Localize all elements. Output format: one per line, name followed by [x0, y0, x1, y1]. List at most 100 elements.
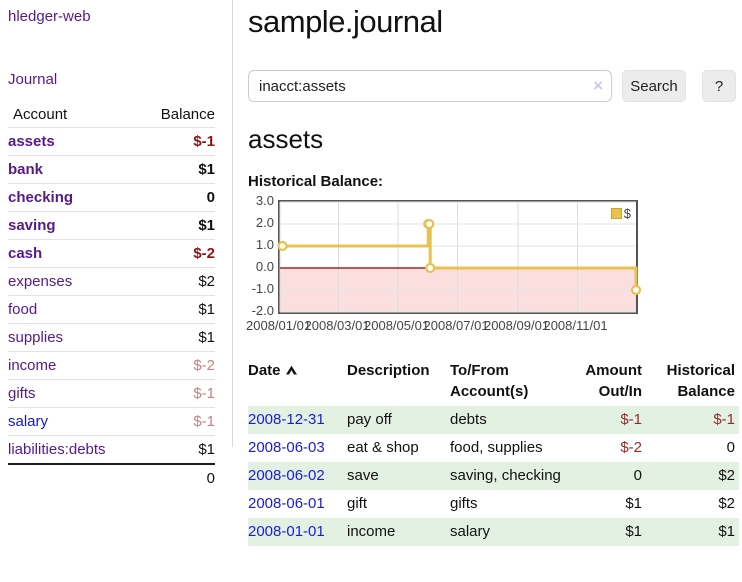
- account-link-bank[interactable]: bank: [8, 161, 44, 178]
- account-row: salary $-1: [8, 407, 215, 436]
- account-row: cash $-2: [8, 239, 215, 268]
- accounts-column-header: To/From Account(s): [450, 362, 529, 400]
- account-row: expenses $2: [8, 267, 215, 296]
- transaction-balance: $-1: [713, 411, 735, 428]
- account-heading: assets: [248, 124, 324, 154]
- account-link-assets[interactable]: assets: [8, 133, 55, 150]
- account-link-liabilities-debts[interactable]: liabilities:debts: [8, 441, 106, 458]
- transaction-description: eat & shop: [347, 439, 419, 456]
- account-row: saving $1: [8, 211, 215, 240]
- account-row: income $-2: [8, 351, 215, 380]
- transaction-accounts: food, supplies: [450, 439, 543, 456]
- account-balance: $-1: [141, 407, 215, 436]
- legend-swatch-icon: [610, 208, 622, 219]
- register-row: 2008-06-01 gift gifts $1 $2: [248, 490, 739, 518]
- transaction-description: pay off: [347, 411, 392, 428]
- x-axis-tick-label: 2008/05/01: [364, 318, 430, 333]
- y-axis-tick-label: 3.0: [255, 193, 274, 208]
- account-balance: $1: [141, 155, 215, 184]
- account-balance: $-1: [141, 127, 215, 156]
- transaction-description: gift: [347, 495, 368, 512]
- chart-legend: $: [609, 206, 632, 221]
- account-row: supplies $1: [8, 323, 215, 352]
- transaction-description: save: [347, 467, 379, 484]
- account-balance: $-2: [141, 239, 215, 268]
- balance-chart: $ 3.0 2.0 1.0 0.0 -1.0 -2.0 2008/01/01 2008/03…: [246, 193, 668, 340]
- account-link-cash[interactable]: cash: [8, 245, 43, 262]
- transaction-balance: $2: [718, 467, 735, 484]
- transaction-date-link[interactable]: 2008-01-01: [248, 523, 325, 540]
- historical-balance-label: Historical Balance:: [248, 173, 384, 190]
- main-content: sample.journal × Search ? assets Histori…: [246, 0, 739, 546]
- description-column-header: Description: [347, 362, 430, 379]
- x-axis-tick-label: 2008/11/01: [543, 318, 608, 333]
- transaction-balance: $1: [718, 523, 735, 540]
- transaction-date-link[interactable]: 2008-12-31: [248, 411, 325, 428]
- register-row: 2008-12-31 pay off debts $-1 $-1: [248, 406, 739, 434]
- account-row: liabilities:debts $1: [8, 435, 215, 464]
- brand-link[interactable]: hledger-web: [8, 8, 91, 25]
- y-axis-tick-label: -1.0: [251, 281, 274, 296]
- sidebar-item-journal[interactable]: Journal: [8, 71, 58, 88]
- search-button[interactable]: Search: [622, 70, 686, 102]
- account-link-income[interactable]: income: [8, 357, 57, 374]
- balance-column-header: Balance: [160, 106, 215, 123]
- account-row: assets $-1: [8, 127, 215, 156]
- account-link-food[interactable]: food: [8, 301, 38, 318]
- account-column-header: Account: [13, 106, 68, 123]
- account-balance: $2: [141, 267, 215, 296]
- transaction-amount: 0: [633, 467, 642, 484]
- y-axis-tick-label: 0.0: [255, 259, 274, 274]
- clear-search-icon[interactable]: ×: [593, 76, 603, 95]
- x-axis-tick-label: 2008/01/01: [246, 318, 312, 333]
- account-row: food $1: [8, 295, 215, 324]
- account-row: gifts $-1: [8, 379, 215, 408]
- chart-canvas: [277, 201, 642, 313]
- total-row: 0: [8, 463, 215, 492]
- account-balance-table: Account Balance assets $-1 bank $1 checking 0…: [8, 104, 215, 492]
- transaction-amount: $1: [625, 495, 642, 512]
- transaction-date-link[interactable]: 2008-06-02: [248, 467, 325, 484]
- x-axis-tick-label: 2008/03/01: [304, 318, 370, 333]
- account-link-saving[interactable]: saving: [8, 217, 56, 234]
- account-link-checking[interactable]: checking: [8, 189, 74, 206]
- account-balance: $1: [141, 295, 215, 324]
- register-row: 2008-06-02 save saving, checking 0 $2: [248, 462, 739, 490]
- register-table: Date Description To/From Account(s) Amou…: [248, 360, 739, 546]
- transaction-description: income: [347, 523, 396, 540]
- account-balance: 0: [141, 183, 215, 212]
- y-axis-tick-label: -2.0: [251, 303, 274, 318]
- x-axis-tick-label: 2008/07/01: [423, 318, 489, 333]
- y-axis-tick-label: 1.0: [255, 237, 274, 252]
- chart-plot-area: $: [277, 200, 642, 314]
- transaction-accounts: gifts: [450, 495, 478, 512]
- register-row: 2008-06-03 eat & shop food, supplies $-2 0: [248, 434, 739, 462]
- x-axis-tick-label: 2008/09/01: [483, 318, 550, 333]
- sidebar: hledger-web Journal Account Balance asse…: [0, 0, 233, 492]
- account-balance: $1: [141, 211, 215, 240]
- transaction-date-link[interactable]: 2008-06-01: [248, 495, 325, 512]
- transaction-balance: $2: [718, 495, 735, 512]
- help-button[interactable]: ?: [702, 70, 736, 102]
- transaction-accounts: saving, checking: [450, 467, 561, 484]
- account-link-gifts[interactable]: gifts: [8, 385, 36, 402]
- account-balance: $1: [141, 435, 215, 464]
- search-form: × Search ?: [248, 70, 739, 102]
- account-link-expenses[interactable]: expenses: [8, 273, 73, 290]
- total-balance: 0: [141, 463, 215, 492]
- sort-up-icon: [285, 365, 297, 375]
- account-link-salary[interactable]: salary: [8, 413, 49, 430]
- transaction-date-link[interactable]: 2008-06-03: [248, 439, 325, 456]
- date-column-header[interactable]: Date: [248, 360, 347, 406]
- account-balance: $-2: [141, 351, 215, 380]
- transaction-amount: $-1: [620, 411, 642, 428]
- account-row: checking 0: [8, 183, 215, 212]
- account-balance: $1: [141, 323, 215, 352]
- legend-label: $: [623, 206, 631, 221]
- balance-column-header-main: Historical Balance: [666, 362, 735, 400]
- amount-column-header: Amount Out/In: [585, 362, 642, 400]
- account-link-supplies[interactable]: supplies: [8, 329, 64, 346]
- account-row: bank $1: [8, 155, 215, 184]
- search-input[interactable]: [248, 70, 612, 102]
- y-axis-tick-label: 2.0: [255, 215, 274, 230]
